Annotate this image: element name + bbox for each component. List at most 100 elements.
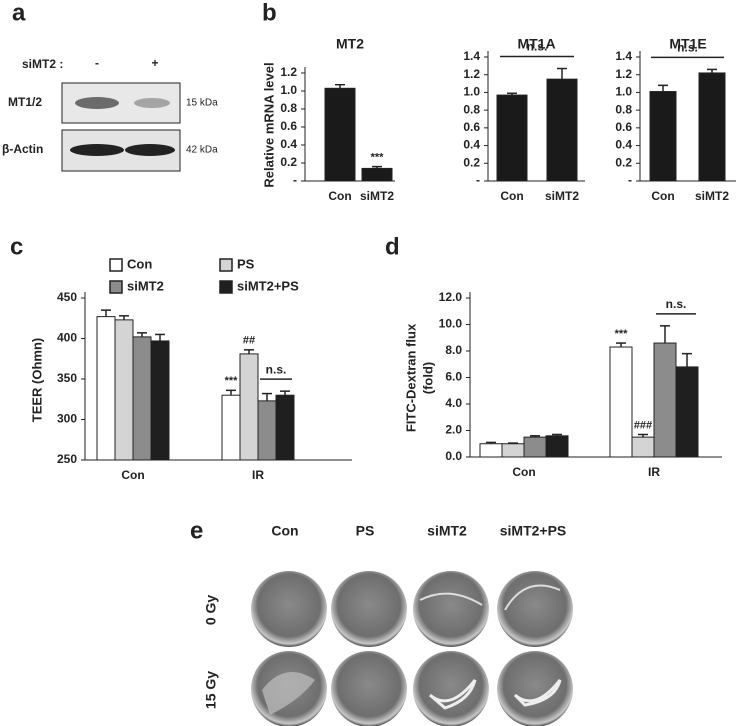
y-axis-label: Relative mRNA level	[261, 62, 276, 187]
y-tick-label: 4.0	[445, 396, 462, 410]
x-tick-label: siMT2	[360, 189, 394, 203]
error-bar	[226, 389, 236, 396]
x-tick-label: siMT2	[545, 189, 579, 203]
blot-lane: -	[95, 56, 99, 70]
y-tick-label: 0.6	[463, 120, 480, 134]
bar	[501, 443, 525, 458]
significance: ***	[615, 328, 629, 340]
chart-title: MT2	[336, 36, 364, 52]
blot-row-label: MT1/2	[8, 95, 42, 109]
bar	[653, 342, 677, 458]
y-tick-label: 1.4	[463, 49, 480, 63]
plate-row: 0 Gy	[203, 595, 219, 626]
legend-swatch	[219, 258, 233, 272]
error-bar	[280, 390, 290, 396]
bar	[698, 72, 726, 182]
legend-swatch	[219, 280, 233, 294]
error-bar	[508, 442, 518, 444]
y-tick-label: 0.6	[615, 120, 632, 134]
error-bar	[682, 352, 692, 367]
significance: ##	[243, 335, 255, 347]
error-bar	[616, 342, 626, 348]
error-bar	[101, 309, 111, 317]
y-tick-label: 1.0	[280, 83, 297, 97]
x-tick-label: Con	[121, 468, 144, 482]
y-tick-label: 2.0	[445, 423, 462, 437]
y-tick-label: 250	[57, 452, 77, 466]
y-tick-label: 0.4	[280, 137, 297, 151]
y-tick-label: 0.2	[463, 155, 480, 169]
blot-lane: +	[151, 56, 158, 70]
panel-label: d	[385, 233, 400, 260]
blot-size: 42 kDa	[186, 145, 218, 156]
error-bar	[244, 349, 254, 354]
y-tick-label: 6.0	[445, 370, 462, 384]
bar	[114, 319, 134, 461]
error-bar	[507, 92, 517, 96]
bar	[546, 78, 578, 182]
bar	[132, 336, 152, 461]
bracket-label: n.s.	[666, 297, 687, 311]
legend-swatch	[109, 258, 123, 272]
bar	[523, 436, 547, 458]
bracket-label: n.s.	[527, 40, 548, 54]
y-tick-label: 300	[57, 412, 77, 426]
plate-column: siMT2+PS	[500, 523, 567, 539]
y-tick-label: 8.0	[445, 343, 462, 357]
bar	[609, 346, 633, 458]
y-tick-label: 1.4	[615, 49, 632, 63]
y-tick-label: 400	[57, 331, 77, 345]
x-tick-label: IR	[648, 465, 660, 479]
plate-wells	[251, 571, 573, 726]
y-tick-label: -	[293, 173, 297, 187]
significance: ***	[225, 375, 239, 387]
plate-column: siMT2	[427, 523, 467, 539]
error-bar	[335, 83, 345, 89]
x-tick-label: Con	[651, 189, 674, 203]
x-tick-label: IR	[252, 468, 264, 482]
error-bar	[552, 433, 562, 436]
bracket-label: n.s.	[266, 362, 287, 376]
error-bar	[557, 67, 567, 80]
bar	[479, 443, 503, 458]
error-bar	[137, 332, 147, 337]
y-tick-label: 0.8	[463, 102, 480, 116]
plate-column: PS	[356, 523, 375, 539]
legend-label: PS	[237, 256, 255, 271]
y-tick-label: -	[476, 173, 480, 187]
error-bar	[530, 435, 540, 438]
y-axis-label: FITC-Dextran flux	[403, 323, 418, 432]
plate-column: Con	[271, 523, 298, 539]
blot-size: 15 kDa	[186, 98, 218, 109]
x-tick-label: Con	[500, 189, 523, 203]
blot-band	[75, 97, 119, 109]
y-axis-label: (fold)	[420, 362, 435, 394]
bar	[361, 167, 393, 182]
bar	[545, 435, 569, 458]
bar	[257, 400, 277, 461]
y-tick-label: 450	[57, 290, 77, 304]
y-tick-label: 1.2	[615, 67, 632, 81]
legend-swatch	[109, 280, 123, 294]
bar	[675, 366, 699, 458]
significance: ###	[634, 419, 652, 431]
error-bar	[638, 433, 648, 438]
chart-title: MT1E	[669, 36, 706, 52]
bar	[496, 94, 528, 182]
y-tick-label: 1.2	[463, 67, 480, 81]
blot-band	[70, 144, 124, 156]
bar	[631, 436, 655, 458]
x-tick-label: Con	[512, 465, 535, 479]
panel-label: e	[190, 517, 203, 544]
bar	[649, 91, 677, 182]
plate-row: 15 Gy	[203, 671, 219, 709]
y-tick-label: 0.0	[445, 449, 462, 463]
x-tick-label: Con	[328, 189, 351, 203]
error-bar	[119, 315, 129, 320]
y-tick-label: 350	[57, 371, 77, 385]
blot-row-label: β-Actin	[2, 142, 43, 156]
legend-label: siMT2	[127, 278, 164, 293]
y-tick-label: 12.0	[439, 290, 463, 304]
bar	[96, 316, 116, 461]
significance: ***	[371, 152, 385, 164]
